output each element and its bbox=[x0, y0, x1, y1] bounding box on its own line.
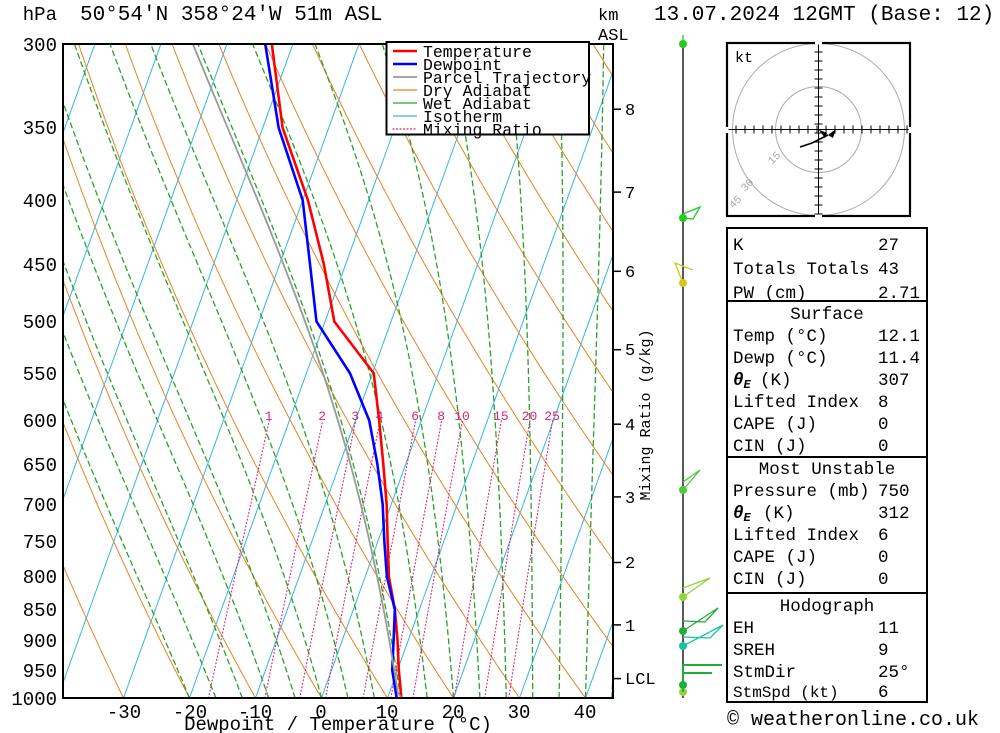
svg-text:3: 3 bbox=[625, 490, 635, 509]
svg-text:7: 7 bbox=[625, 185, 635, 204]
svg-text:2: 2 bbox=[625, 555, 635, 574]
svg-text:30: 30 bbox=[508, 702, 531, 724]
svg-text:11: 11 bbox=[878, 619, 899, 639]
svg-text:6: 6 bbox=[411, 409, 419, 424]
svg-text:13.07.2024 12GMT (Base: 12): 13.07.2024 12GMT (Base: 12) bbox=[654, 4, 994, 27]
svg-text:CIN (J): CIN (J) bbox=[733, 437, 807, 457]
svg-text:StmDir: StmDir bbox=[733, 663, 796, 683]
svg-text:Pressure (mb): Pressure (mb) bbox=[733, 482, 870, 502]
svg-text:CAPE (J): CAPE (J) bbox=[733, 548, 817, 568]
svg-text:Dewpoint / Temperature (°C): Dewpoint / Temperature (°C) bbox=[184, 714, 492, 733]
svg-text:hPa: hPa bbox=[23, 4, 57, 26]
svg-text:1: 1 bbox=[625, 618, 635, 637]
svg-text:0: 0 bbox=[878, 415, 889, 435]
svg-text:650: 650 bbox=[23, 455, 57, 477]
svg-text:2: 2 bbox=[318, 409, 326, 424]
svg-text:5: 5 bbox=[625, 342, 635, 361]
svg-text:12.1: 12.1 bbox=[878, 327, 920, 347]
svg-text:43: 43 bbox=[878, 260, 899, 280]
svg-text:500: 500 bbox=[23, 312, 57, 334]
svg-text:6: 6 bbox=[878, 526, 889, 546]
svg-text:8: 8 bbox=[878, 393, 889, 413]
svg-text:ASL: ASL bbox=[598, 27, 629, 46]
svg-text:307: 307 bbox=[878, 371, 910, 391]
svg-text:© weatheronline.co.uk: © weatheronline.co.uk bbox=[727, 709, 979, 732]
svg-text:312: 312 bbox=[878, 504, 910, 524]
svg-text:-30: -30 bbox=[107, 702, 141, 724]
svg-text:750: 750 bbox=[878, 482, 910, 502]
svg-text:Lifted Index: Lifted Index bbox=[733, 393, 859, 413]
svg-text:Surface: Surface bbox=[790, 305, 864, 325]
svg-text:11.4: 11.4 bbox=[878, 349, 920, 369]
svg-text:LCL: LCL bbox=[625, 671, 656, 690]
svg-text:1000: 1000 bbox=[11, 689, 57, 711]
svg-text:(K): (K) bbox=[760, 371, 792, 391]
svg-text:900: 900 bbox=[23, 631, 57, 653]
svg-text:kt: kt bbox=[735, 50, 753, 67]
svg-text:550: 550 bbox=[23, 364, 57, 386]
svg-text:27: 27 bbox=[878, 236, 899, 256]
svg-text:Mixing Ratio: Mixing Ratio bbox=[423, 121, 542, 140]
svg-text:950: 950 bbox=[23, 661, 57, 683]
svg-text:400: 400 bbox=[23, 191, 57, 213]
svg-text:8: 8 bbox=[437, 409, 445, 424]
svg-text:20: 20 bbox=[522, 409, 538, 424]
svg-text:Hodograph: Hodograph bbox=[780, 597, 875, 617]
svg-text:3: 3 bbox=[351, 409, 359, 424]
svg-text:EH: EH bbox=[733, 619, 754, 639]
svg-text:40: 40 bbox=[574, 702, 597, 724]
svg-text:Dewp (°C): Dewp (°C) bbox=[733, 349, 828, 369]
svg-text:750: 750 bbox=[23, 532, 57, 554]
svg-text:Temp (°C): Temp (°C) bbox=[733, 327, 828, 347]
svg-text:6: 6 bbox=[878, 683, 889, 703]
svg-text:800: 800 bbox=[23, 567, 57, 589]
svg-text:25: 25 bbox=[544, 409, 560, 424]
svg-text:CAPE (J): CAPE (J) bbox=[733, 415, 817, 435]
svg-text:0: 0 bbox=[878, 548, 889, 568]
svg-text:Lifted Index: Lifted Index bbox=[733, 526, 859, 546]
svg-text:Most Unstable: Most Unstable bbox=[759, 460, 896, 480]
svg-text:4: 4 bbox=[625, 417, 635, 436]
svg-text:StmSpd (kt): StmSpd (kt) bbox=[733, 684, 839, 702]
svg-text:6: 6 bbox=[625, 264, 635, 283]
svg-text:PW (cm): PW (cm) bbox=[733, 284, 807, 304]
svg-text:25°: 25° bbox=[878, 663, 910, 683]
svg-text:300: 300 bbox=[23, 35, 57, 57]
svg-text:km: km bbox=[598, 7, 618, 26]
svg-text:50°54'N 358°24'W 51m ASL: 50°54'N 358°24'W 51m ASL bbox=[80, 4, 382, 27]
svg-text:850: 850 bbox=[23, 600, 57, 622]
svg-text:15: 15 bbox=[493, 409, 509, 424]
svg-text:1: 1 bbox=[265, 409, 273, 424]
svg-text:0: 0 bbox=[878, 570, 889, 590]
svg-text:350: 350 bbox=[23, 118, 57, 140]
svg-text:0: 0 bbox=[878, 437, 889, 457]
svg-text:9: 9 bbox=[878, 641, 889, 661]
svg-text:SREH: SREH bbox=[733, 641, 775, 661]
svg-text:K: K bbox=[733, 236, 744, 256]
svg-text:2.71: 2.71 bbox=[878, 284, 920, 304]
svg-text:(K): (K) bbox=[763, 504, 795, 524]
svg-text:700: 700 bbox=[23, 495, 57, 517]
svg-text:600: 600 bbox=[23, 411, 57, 433]
svg-text:Mixing Ratio (g/kg): Mixing Ratio (g/kg) bbox=[638, 329, 655, 500]
svg-text:8: 8 bbox=[625, 102, 635, 121]
svg-text:Totals Totals: Totals Totals bbox=[733, 260, 870, 280]
svg-text:10: 10 bbox=[454, 409, 470, 424]
svg-text:CIN (J): CIN (J) bbox=[733, 570, 807, 590]
svg-text:4: 4 bbox=[376, 409, 384, 424]
svg-text:450: 450 bbox=[23, 255, 57, 277]
